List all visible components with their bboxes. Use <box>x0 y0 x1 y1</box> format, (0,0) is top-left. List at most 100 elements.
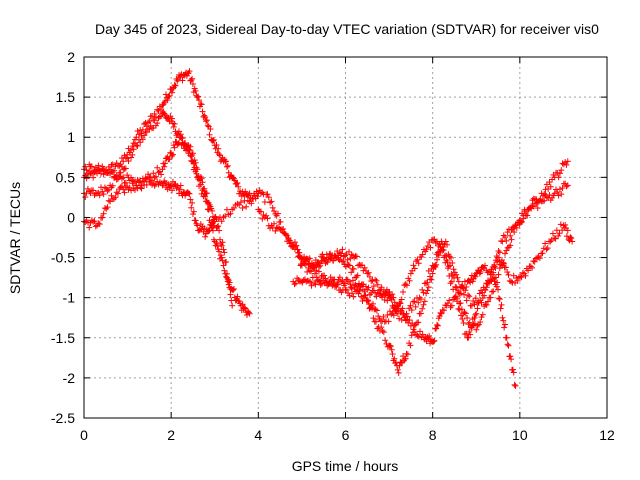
track-f-point <box>504 229 511 236</box>
track-g-point <box>511 229 518 236</box>
track-h-point <box>517 273 524 280</box>
track-a-point <box>199 108 206 115</box>
track-b-point <box>169 115 176 122</box>
track-d-point <box>126 184 133 191</box>
track-e-point <box>511 381 518 388</box>
track-b-point <box>130 146 137 153</box>
track-g-point <box>384 312 391 319</box>
track-h-point <box>424 279 431 286</box>
track-e-point <box>481 262 488 269</box>
track-a-point <box>207 126 214 133</box>
track-c-point <box>118 175 125 182</box>
track-c-point <box>223 270 230 277</box>
track-d-point <box>142 175 149 182</box>
track-g-point <box>428 237 435 244</box>
track-e-point <box>497 305 504 312</box>
track-a-point <box>215 145 222 152</box>
track-e-point <box>495 286 502 293</box>
track-e-point <box>302 261 309 268</box>
track-f-point <box>410 329 417 336</box>
track-c-point <box>225 281 232 288</box>
track-e-point <box>498 301 505 308</box>
track-h-point <box>564 227 571 234</box>
track-e-point <box>430 338 437 345</box>
track-g-point <box>521 208 528 215</box>
track-c-point <box>111 173 118 180</box>
track-f-point <box>350 265 357 272</box>
track-a-point <box>134 128 141 135</box>
track-h-point <box>335 256 342 263</box>
track-f-point <box>420 301 427 308</box>
track-h-point <box>552 235 559 242</box>
track-f-point <box>382 337 389 344</box>
track-e-point <box>265 194 272 201</box>
track-f-point <box>429 270 436 277</box>
track-h-point <box>496 258 503 265</box>
track-h-point <box>389 291 396 298</box>
track-h-point <box>438 246 445 253</box>
track-f-point <box>402 355 409 362</box>
track-g-point <box>492 274 499 281</box>
track-h-point <box>454 274 461 281</box>
track-d-point <box>99 214 106 221</box>
track-c-point <box>221 249 228 256</box>
track-e-point <box>304 268 311 275</box>
track-f-point <box>282 231 289 238</box>
track-g-point <box>436 240 443 247</box>
track-f-point <box>564 182 571 189</box>
track-h-point <box>427 273 434 280</box>
track-g-point <box>388 311 395 318</box>
track-g-point <box>427 244 434 251</box>
y-tick-label: -1 <box>63 290 76 306</box>
track-c-point <box>228 297 235 304</box>
track-b-point <box>151 117 158 124</box>
track-h-point <box>342 252 349 259</box>
track-h-point <box>359 262 366 269</box>
track-f-point <box>389 351 396 358</box>
track-h-point <box>391 299 398 306</box>
track-h-point <box>314 259 321 266</box>
track-h-point <box>309 263 316 270</box>
track-b-point <box>156 113 163 120</box>
y-tick-label: 0.5 <box>56 169 76 185</box>
track-a-point <box>186 68 193 75</box>
track-h-point <box>539 250 546 257</box>
track-f-point <box>451 294 458 301</box>
track-g-point <box>563 161 570 168</box>
track-g-point <box>418 254 425 261</box>
track-b-point <box>213 239 220 246</box>
track-g-point <box>482 301 489 308</box>
track-f-point <box>354 272 361 279</box>
track-h-point <box>544 245 551 252</box>
track-c-point <box>169 152 176 159</box>
track-e-point <box>268 198 275 205</box>
track-d-point <box>156 179 163 186</box>
x-tick-label: 8 <box>429 427 437 443</box>
track-a-point <box>235 183 242 190</box>
track-f-point <box>558 191 565 198</box>
track-f-point <box>499 238 506 245</box>
track-e-point <box>495 295 502 302</box>
track-e-point <box>440 307 447 314</box>
track-a-point <box>179 77 186 84</box>
track-h-point <box>315 263 322 270</box>
track-h-point <box>492 264 499 271</box>
track-g-point <box>529 197 536 204</box>
track-h-point <box>470 297 477 304</box>
track-f-point <box>473 310 480 317</box>
track-d-point <box>145 174 152 181</box>
track-g-point <box>503 247 510 254</box>
track-g-point <box>528 205 535 212</box>
track-e-point <box>469 278 476 285</box>
track-a-point <box>151 110 158 117</box>
track-a-point <box>169 89 176 96</box>
track-f-point <box>419 305 426 312</box>
track-f-point <box>490 269 497 276</box>
track-f-point <box>507 232 514 239</box>
track-e-point <box>291 239 298 246</box>
y-tick-label: 1 <box>67 129 75 145</box>
x-tick-label: 6 <box>342 427 350 443</box>
track-d-point <box>137 184 144 191</box>
track-h-point <box>399 305 406 312</box>
track-b-point <box>171 120 178 127</box>
